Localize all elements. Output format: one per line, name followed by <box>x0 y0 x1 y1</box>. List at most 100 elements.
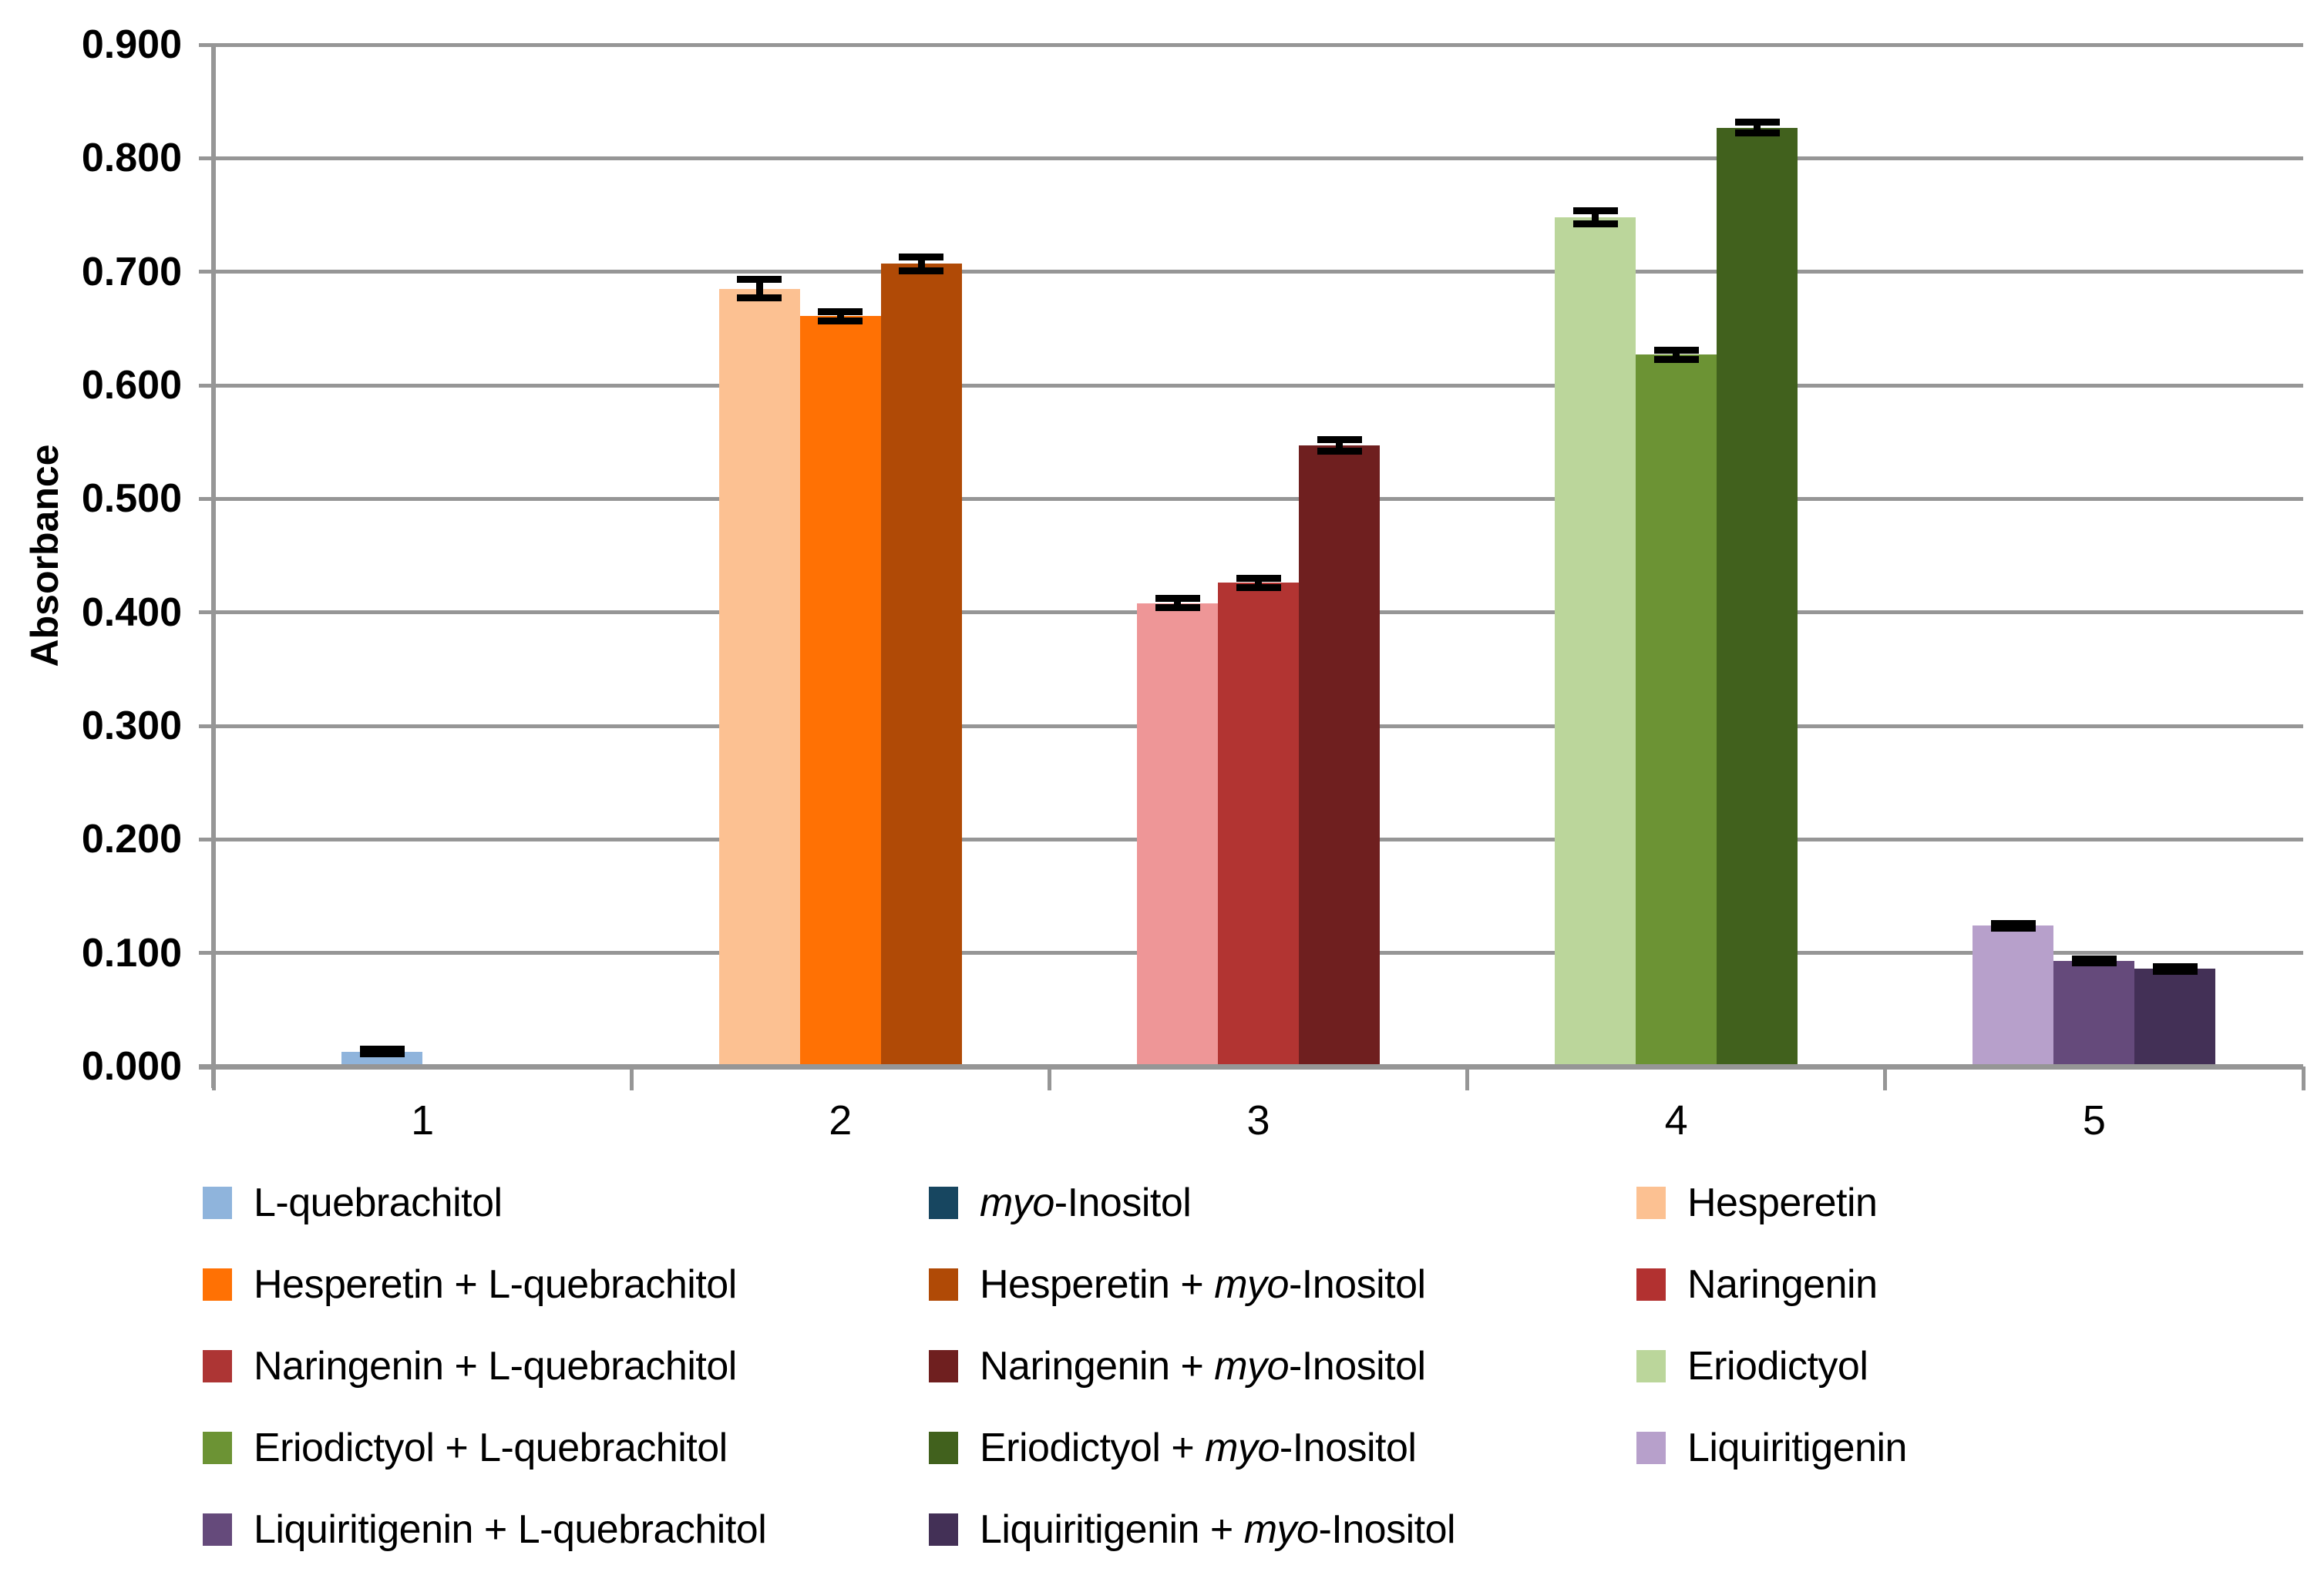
gridline <box>199 270 2303 274</box>
y-tick-label: 0.600 <box>81 363 182 408</box>
bar-liquiritigenin-l-quebrachitol <box>2053 960 2135 1066</box>
bar-naringenin-l-quebrachitol <box>1218 583 1299 1066</box>
x-tick-label: 1 <box>411 1097 435 1144</box>
bar-naringenin <box>1137 603 1218 1066</box>
bar-hesperetin-myo-inositol <box>880 264 962 1066</box>
x-axis-tick <box>1465 1066 1470 1090</box>
legend-swatch-naringenin <box>1636 1268 1666 1301</box>
bar-hesperetin <box>718 288 800 1066</box>
legend-item-l-quebrachitol: L-quebrachitol <box>203 1179 503 1227</box>
x-axis-tick <box>2301 1066 2306 1090</box>
legend-swatch-hesperetin <box>1636 1187 1666 1219</box>
error-bar-stem-eriodictyol-l-quebrachitol <box>1673 350 1680 360</box>
legend-label-liquiritigenin-myo-inositol: Liquiritigenin + myo-Inositol <box>980 1507 1456 1552</box>
legend-label-eriodictyol-myo-inositol: Eriodictyol + myo-Inositol <box>980 1426 1417 1470</box>
y-tick-label: 0.700 <box>81 249 182 294</box>
error-bar-stem-eriodictyol <box>1592 210 1599 224</box>
legend-label-l-quebrachitol: L-quebrachitol <box>254 1181 503 1225</box>
error-bar-cap-bottom-liquiritigenin-l-quebrachitol <box>2071 959 2117 967</box>
legend-item-hesperetin-l-quebrachitol: Hesperetin + L-quebrachitol <box>203 1261 737 1308</box>
error-bar-cap-bottom-liquiritigenin <box>1990 924 2036 932</box>
x-axis-tick <box>1047 1066 1051 1090</box>
y-tick-label: 0.500 <box>81 476 182 522</box>
legend-item-eriodictyol-l-quebrachitol: Eriodictyol + L-quebrachitol <box>203 1424 728 1472</box>
legend-label-liquiritigenin: Liquiritigenin <box>1687 1426 1907 1470</box>
y-tick-label: 0.900 <box>81 22 182 67</box>
x-axis-tick <box>1883 1066 1888 1090</box>
legend-item-liquiritigenin-myo-inositol: Liquiritigenin + myo-Inositol <box>929 1506 1456 1554</box>
y-tick-label: 0.300 <box>81 704 182 748</box>
legend-label-naringenin-myo-inositol: Naringenin + myo-Inositol <box>980 1344 1426 1389</box>
legend-item-myo-inositol: myo-Inositol <box>929 1179 1192 1227</box>
legend-swatch-eriodictyol-myo-inositol <box>929 1432 958 1464</box>
legend-swatch-l-quebrachitol <box>203 1187 232 1219</box>
error-bar-cap-bottom-l-quebrachitol <box>359 1050 405 1058</box>
legend-swatch-eriodictyol-l-quebrachitol <box>203 1432 232 1464</box>
legend-label-eriodictyol: Eriodictyol <box>1687 1344 1868 1389</box>
error-bar-stem-eriodictyol-myo-inositol <box>1754 122 1761 133</box>
y-tick-label: 0.400 <box>81 590 182 635</box>
legend-item-eriodictyol-myo-inositol: Eriodictyol + myo-Inositol <box>929 1424 1417 1472</box>
error-bar-cap-bottom-hesperetin <box>737 294 782 302</box>
legend-item-liquiritigenin: Liquiritigenin <box>1636 1424 1907 1472</box>
y-tick-label: 0.200 <box>81 817 182 862</box>
error-bar-cap-bottom-hesperetin-myo-inositol <box>899 267 944 274</box>
legend-swatch-myo-inositol <box>929 1187 958 1219</box>
bar-liquiritigenin <box>1973 925 2054 1066</box>
error-bar-stem-hesperetin-myo-inositol <box>917 257 925 271</box>
legend-label-hesperetin: Hesperetin <box>1687 1181 1878 1225</box>
legend-swatch-hesperetin-l-quebrachitol <box>203 1268 232 1301</box>
x-tick-label: 5 <box>2082 1097 2106 1144</box>
gridline <box>199 496 2303 501</box>
legend-swatch-liquiritigenin <box>1636 1432 1666 1464</box>
legend-label-eriodictyol-l-quebrachitol: Eriodictyol + L-quebrachitol <box>254 1426 728 1470</box>
error-bar-cap-bottom-naringenin-l-quebrachitol <box>1236 583 1281 591</box>
error-bar-cap-bottom-naringenin-myo-inositol <box>1317 447 1362 455</box>
error-bar-stem-hesperetin <box>755 279 763 298</box>
gridline <box>199 42 2303 47</box>
legend-item-eriodictyol: Eriodictyol <box>1636 1342 1868 1390</box>
y-tick-label: 0.000 <box>81 1044 182 1089</box>
legend-item-hesperetin: Hesperetin <box>1636 1179 1878 1227</box>
error-bar-cap-bottom-hesperetin-l-quebrachitol <box>818 317 863 324</box>
bar-eriodictyol <box>1555 217 1636 1066</box>
error-bar-cap-bottom-naringenin <box>1155 604 1200 612</box>
x-tick-label: 2 <box>829 1097 853 1144</box>
x-axis-tick <box>629 1066 634 1090</box>
error-bar-stem-naringenin <box>1174 598 1181 608</box>
legend-label-myo-inositol: myo-Inositol <box>980 1181 1192 1225</box>
legend-item-hesperetin-myo-inositol: Hesperetin + myo-Inositol <box>929 1261 1426 1308</box>
x-axis-tick <box>211 1066 216 1090</box>
gridline <box>199 156 2303 160</box>
legend-item-naringenin: Naringenin <box>1636 1261 1878 1308</box>
legend-swatch-liquiritigenin-myo-inositol <box>929 1513 958 1546</box>
legend-swatch-liquiritigenin-l-quebrachitol <box>203 1513 232 1546</box>
x-tick-label: 4 <box>1664 1097 1688 1144</box>
legend-label-hesperetin-l-quebrachitol: Hesperetin + L-quebrachitol <box>254 1262 737 1307</box>
bar-liquiritigenin-myo-inositol <box>2134 969 2216 1066</box>
legend-swatch-hesperetin-myo-inositol <box>929 1268 958 1301</box>
gridline <box>199 383 2303 388</box>
x-axis-line <box>199 1063 2303 1070</box>
legend-label-naringenin-l-quebrachitol: Naringenin + L-quebrachitol <box>254 1344 737 1389</box>
legend-label-naringenin: Naringenin <box>1687 1262 1878 1307</box>
bar-eriodictyol-myo-inositol <box>1717 127 1798 1066</box>
error-bar-cap-bottom-eriodictyol-l-quebrachitol <box>1653 355 1699 363</box>
x-tick-label: 3 <box>1246 1097 1270 1144</box>
y-tick-label: 0.800 <box>81 136 182 181</box>
bar-eriodictyol-l-quebrachitol <box>1636 354 1717 1066</box>
legend-swatch-naringenin-l-quebrachitol <box>203 1350 232 1382</box>
legend-item-naringenin-l-quebrachitol: Naringenin + L-quebrachitol <box>203 1342 737 1390</box>
error-bar-stem-hesperetin-l-quebrachitol <box>836 311 844 321</box>
error-bar-stem-naringenin-l-quebrachitol <box>1255 578 1262 588</box>
legend-swatch-eriodictyol <box>1636 1350 1666 1382</box>
bar-naringenin-myo-inositol <box>1299 445 1380 1066</box>
y-tick-label: 0.100 <box>81 930 182 976</box>
legend-label-hesperetin-myo-inositol: Hesperetin + myo-Inositol <box>980 1262 1426 1307</box>
legend-item-liquiritigenin-l-quebrachitol: Liquiritigenin + L-quebrachitol <box>203 1506 767 1554</box>
legend-swatch-naringenin-myo-inositol <box>929 1350 958 1382</box>
error-bar-cap-bottom-liquiritigenin-myo-inositol <box>2152 967 2198 975</box>
y-axis-line <box>211 45 216 1088</box>
legend-label-liquiritigenin-l-quebrachitol: Liquiritigenin + L-quebrachitol <box>254 1507 767 1552</box>
bar-hesperetin-l-quebrachitol <box>799 316 881 1066</box>
